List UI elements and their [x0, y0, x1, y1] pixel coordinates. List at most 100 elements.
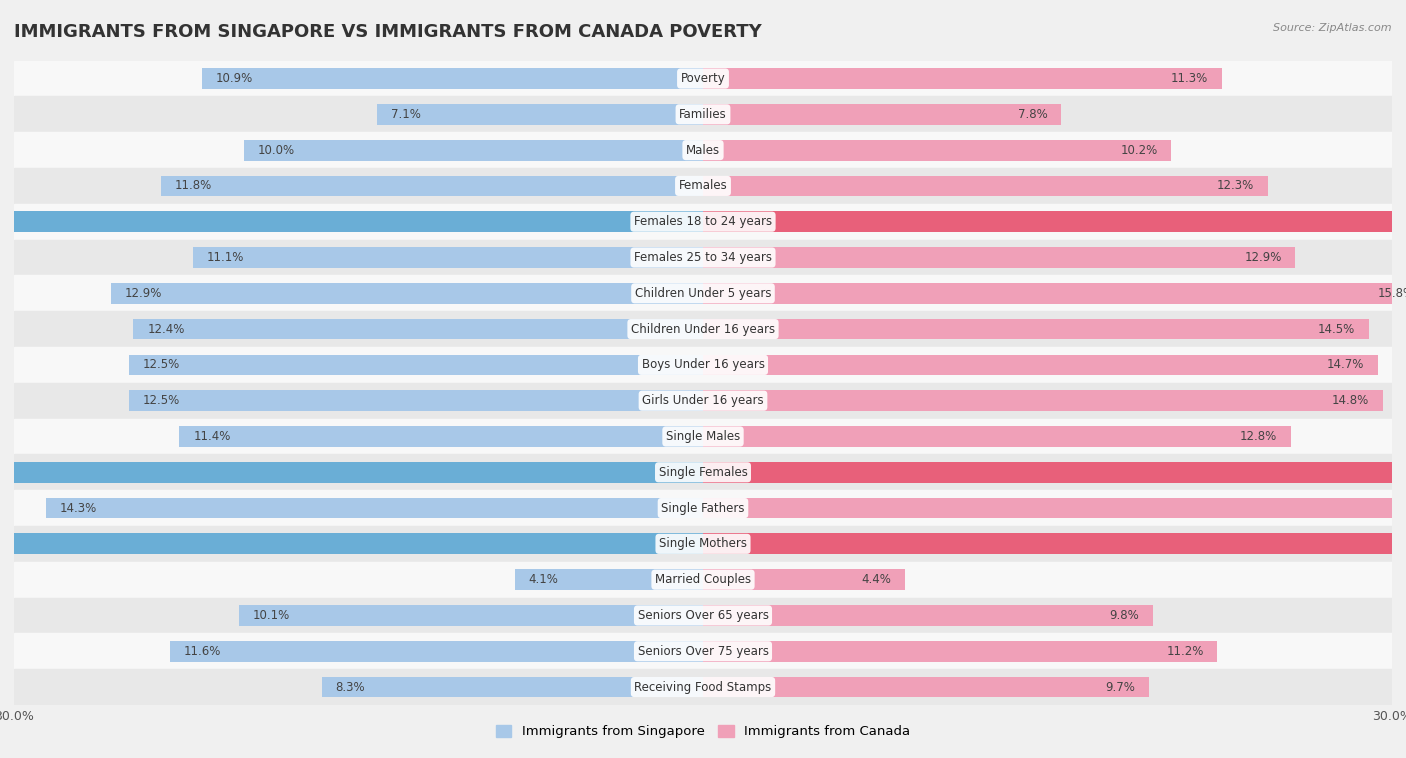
- Bar: [14, 526, 1392, 562]
- Text: 4.4%: 4.4%: [862, 573, 891, 586]
- Bar: [243, 139, 703, 161]
- Text: Children Under 16 years: Children Under 16 years: [631, 323, 775, 336]
- Bar: [129, 390, 703, 411]
- Text: Married Couples: Married Couples: [655, 573, 751, 586]
- Bar: [703, 426, 1291, 447]
- Bar: [0, 211, 703, 232]
- Text: 10.0%: 10.0%: [257, 143, 295, 157]
- Text: 11.2%: 11.2%: [1166, 645, 1204, 658]
- Bar: [14, 418, 1392, 454]
- Bar: [703, 534, 1406, 554]
- Text: IMMIGRANTS FROM SINGAPORE VS IMMIGRANTS FROM CANADA POVERTY: IMMIGRANTS FROM SINGAPORE VS IMMIGRANTS …: [14, 23, 762, 41]
- Text: Seniors Over 65 years: Seniors Over 65 years: [637, 609, 769, 622]
- Text: 11.4%: 11.4%: [193, 430, 231, 443]
- Text: 9.8%: 9.8%: [1109, 609, 1139, 622]
- Text: 12.3%: 12.3%: [1218, 180, 1254, 193]
- Bar: [377, 104, 703, 125]
- Bar: [111, 283, 703, 304]
- Text: 12.4%: 12.4%: [148, 323, 184, 336]
- Bar: [14, 383, 1392, 418]
- Text: 11.6%: 11.6%: [184, 645, 221, 658]
- Bar: [322, 677, 703, 697]
- Bar: [14, 61, 1392, 96]
- Bar: [703, 139, 1171, 161]
- Text: 7.1%: 7.1%: [391, 108, 420, 121]
- Bar: [14, 562, 1392, 597]
- Bar: [14, 204, 1392, 240]
- Text: 12.8%: 12.8%: [1240, 430, 1277, 443]
- Text: Source: ZipAtlas.com: Source: ZipAtlas.com: [1274, 23, 1392, 33]
- Text: Single Mothers: Single Mothers: [659, 537, 747, 550]
- Text: 15.8%: 15.8%: [1378, 287, 1406, 300]
- Bar: [14, 490, 1392, 526]
- Bar: [14, 132, 1392, 168]
- Bar: [703, 283, 1406, 304]
- Bar: [703, 176, 1268, 196]
- Text: 12.9%: 12.9%: [124, 287, 162, 300]
- Bar: [703, 641, 1218, 662]
- Bar: [703, 318, 1369, 340]
- Text: 14.7%: 14.7%: [1327, 359, 1364, 371]
- Bar: [703, 462, 1406, 483]
- Bar: [14, 240, 1392, 275]
- Bar: [14, 312, 1392, 347]
- Bar: [703, 355, 1378, 375]
- Bar: [14, 347, 1392, 383]
- Text: 12.5%: 12.5%: [142, 394, 180, 407]
- Text: Boys Under 16 years: Boys Under 16 years: [641, 359, 765, 371]
- Text: Single Females: Single Females: [658, 465, 748, 479]
- Text: Males: Males: [686, 143, 720, 157]
- Text: 8.3%: 8.3%: [336, 681, 366, 694]
- Text: 9.7%: 9.7%: [1105, 681, 1135, 694]
- Bar: [703, 211, 1406, 232]
- Bar: [703, 247, 1295, 268]
- Text: Girls Under 16 years: Girls Under 16 years: [643, 394, 763, 407]
- Bar: [134, 318, 703, 340]
- Bar: [703, 104, 1062, 125]
- Bar: [0, 462, 703, 483]
- Text: 10.2%: 10.2%: [1121, 143, 1157, 157]
- Bar: [0, 534, 703, 554]
- Bar: [202, 68, 703, 89]
- Bar: [129, 355, 703, 375]
- Text: Females: Females: [679, 180, 727, 193]
- Bar: [193, 247, 703, 268]
- Bar: [46, 498, 703, 518]
- Text: 4.1%: 4.1%: [529, 573, 558, 586]
- Bar: [703, 605, 1153, 626]
- Text: Poverty: Poverty: [681, 72, 725, 85]
- Bar: [14, 168, 1392, 204]
- Text: 12.5%: 12.5%: [142, 359, 180, 371]
- Text: 14.5%: 14.5%: [1317, 323, 1355, 336]
- Text: 12.9%: 12.9%: [1244, 251, 1282, 264]
- Bar: [14, 454, 1392, 490]
- Text: 11.8%: 11.8%: [174, 180, 212, 193]
- Text: Children Under 5 years: Children Under 5 years: [634, 287, 772, 300]
- Bar: [180, 426, 703, 447]
- Text: Seniors Over 75 years: Seniors Over 75 years: [637, 645, 769, 658]
- Text: Receiving Food Stamps: Receiving Food Stamps: [634, 681, 772, 694]
- Text: 11.1%: 11.1%: [207, 251, 245, 264]
- Text: Single Fathers: Single Fathers: [661, 502, 745, 515]
- Text: 7.8%: 7.8%: [1018, 108, 1047, 121]
- Text: Single Males: Single Males: [666, 430, 740, 443]
- Bar: [703, 68, 1222, 89]
- Bar: [703, 390, 1382, 411]
- Bar: [162, 176, 703, 196]
- Bar: [239, 605, 703, 626]
- Text: Families: Families: [679, 108, 727, 121]
- Bar: [170, 641, 703, 662]
- Bar: [703, 498, 1406, 518]
- Bar: [703, 569, 905, 590]
- Bar: [515, 569, 703, 590]
- Text: Females 18 to 24 years: Females 18 to 24 years: [634, 215, 772, 228]
- Text: 11.3%: 11.3%: [1171, 72, 1208, 85]
- Bar: [14, 634, 1392, 669]
- Bar: [14, 96, 1392, 132]
- Text: 14.8%: 14.8%: [1331, 394, 1369, 407]
- Bar: [703, 677, 1149, 697]
- Text: 14.3%: 14.3%: [60, 502, 97, 515]
- Bar: [14, 597, 1392, 634]
- Text: 10.9%: 10.9%: [217, 72, 253, 85]
- Bar: [14, 669, 1392, 705]
